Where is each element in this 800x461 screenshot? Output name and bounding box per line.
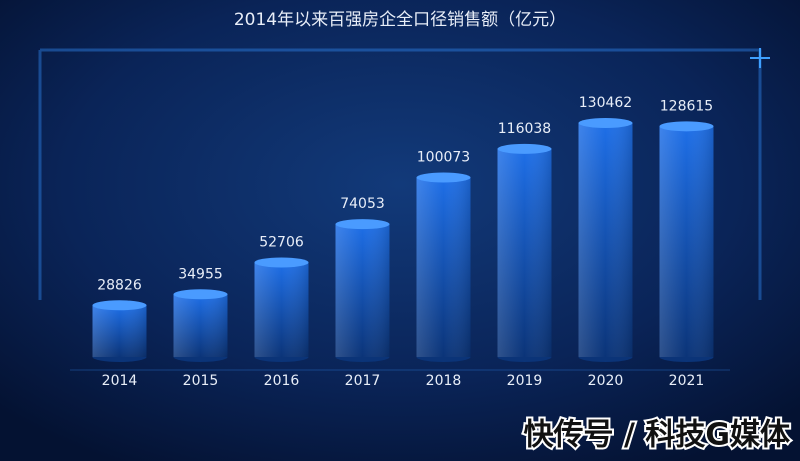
- x-tick-label: 2019: [507, 373, 543, 389]
- value-label: 28826: [97, 277, 142, 293]
- chart-title: 2014年以来百强房企全口径销售额（亿元）: [234, 10, 566, 30]
- value-label: 128615: [660, 98, 713, 114]
- bar-shade: [335, 224, 390, 357]
- bar-shade: [173, 294, 228, 357]
- bar-cap: [659, 121, 714, 132]
- bar-shade: [497, 148, 552, 357]
- value-label: 100073: [417, 150, 470, 166]
- value-label: 116038: [498, 121, 551, 137]
- bar-cap: [416, 172, 471, 183]
- bar-cap: [335, 219, 390, 230]
- value-label: 34955: [178, 266, 223, 282]
- x-tick-label: 2016: [264, 373, 300, 389]
- bar-cap: [497, 143, 552, 154]
- bar-shade: [578, 123, 633, 357]
- bar-cap: [254, 257, 309, 268]
- bar-shade: [659, 126, 714, 357]
- frame-plus: [750, 48, 770, 68]
- value-label: 52706: [259, 234, 304, 250]
- bar-shade: [416, 177, 471, 357]
- watermark: 快传号 / 科技G媒体: [524, 418, 791, 453]
- value-label: 74053: [340, 196, 385, 212]
- x-tick-label: 2017: [345, 373, 381, 389]
- x-tick-label: 2014: [102, 373, 138, 389]
- value-label: 130462: [579, 95, 632, 111]
- x-tick-label: 2018: [426, 373, 462, 389]
- bar-shade: [92, 305, 147, 357]
- x-tick-label: 2015: [183, 373, 219, 389]
- bar-cap: [173, 289, 228, 300]
- bar-shade: [254, 262, 309, 357]
- x-tick-label: 2021: [669, 373, 705, 389]
- bar-cap: [92, 300, 147, 311]
- bar-cap: [578, 118, 633, 128]
- x-tick-label: 2020: [588, 373, 624, 389]
